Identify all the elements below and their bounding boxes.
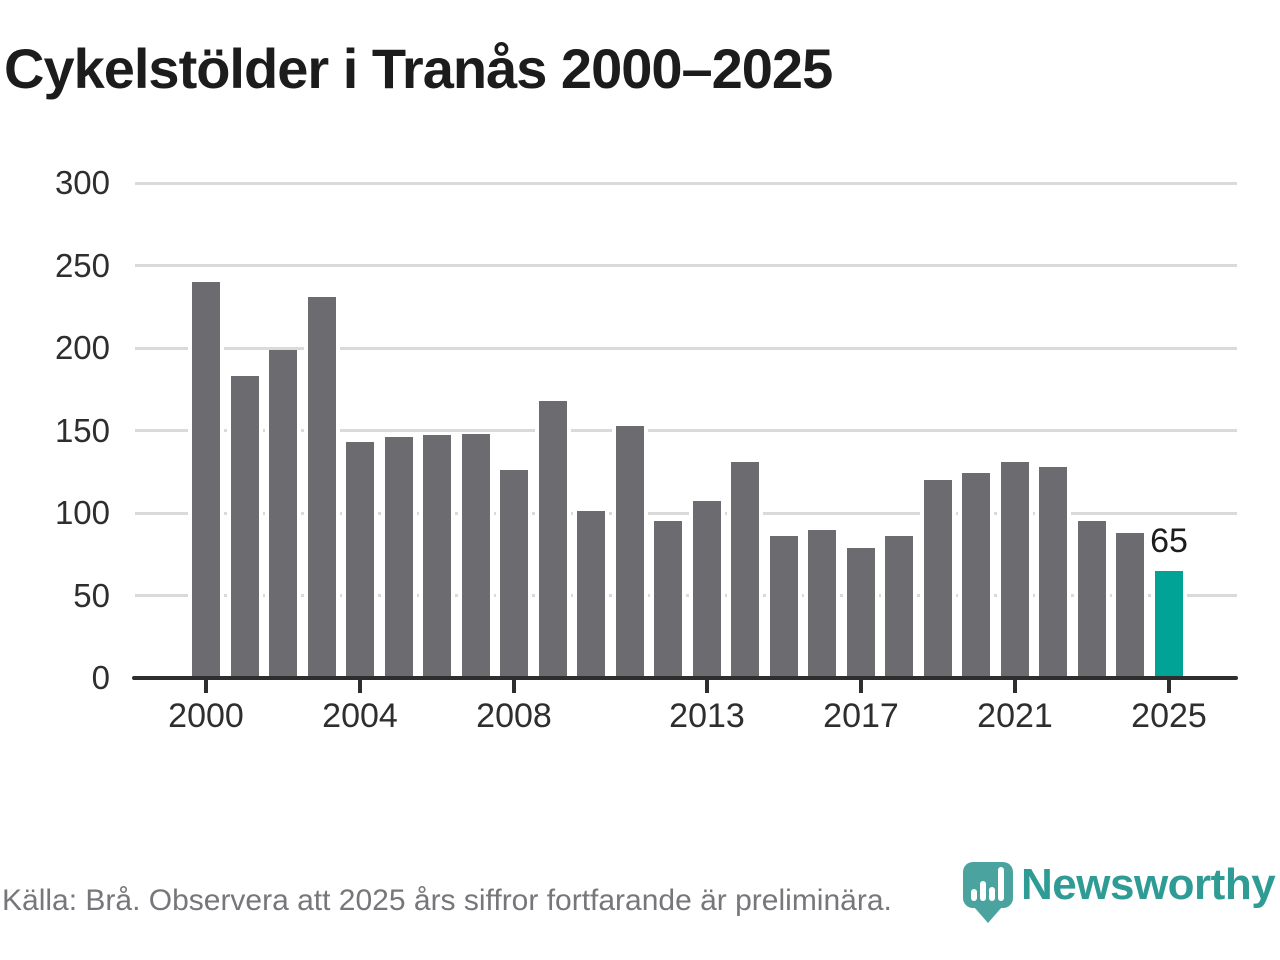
newsworthy-logo-text: Newsworthy (1021, 860, 1276, 909)
x-axis-tick-2017 (859, 680, 863, 693)
bar-2007 (461, 433, 490, 678)
x-axis-tick-2000 (204, 680, 208, 693)
logo-pin-tail (974, 907, 1002, 923)
bar-2014 (731, 461, 760, 678)
bar-2008 (500, 470, 529, 678)
logo-chart-glyph (989, 887, 995, 901)
x-axis-tick-2025 (1167, 680, 1171, 693)
gridline-300 (135, 181, 1237, 185)
bar-2015 (769, 536, 798, 678)
x-axis-label-2013: 2013 (669, 697, 745, 735)
bar-2003 (307, 296, 336, 678)
bar-2022 (1039, 466, 1068, 678)
bar-2000 (192, 282, 220, 678)
x-axis-tick-2013 (705, 680, 709, 693)
bar-2017 (846, 547, 875, 678)
bar-2024 (1116, 532, 1145, 678)
x-axis-label-2008: 2008 (476, 697, 552, 735)
x-axis-label-2017: 2017 (823, 697, 899, 735)
logo-chart-glyph (980, 881, 986, 901)
newsworthy-logo-icon (963, 862, 1013, 923)
x-axis-line (132, 676, 1238, 680)
bar-2006 (423, 435, 452, 678)
source-note: Källa: Brå. Observera att 2025 års siffr… (2, 884, 892, 917)
x-axis-label-2021: 2021 (977, 697, 1053, 735)
bar-2002 (269, 349, 298, 678)
gridline-50 (135, 594, 1237, 597)
bar-2021 (1000, 461, 1029, 678)
bar-2019 (923, 480, 952, 678)
bar-2013 (692, 501, 721, 678)
bar-2023 (1077, 521, 1106, 678)
bar-2001 (230, 376, 259, 678)
gridline-100 (135, 511, 1237, 515)
x-axis-label-2000: 2000 (168, 697, 244, 735)
bar-2004 (346, 442, 375, 678)
x-axis-tick-2021 (1013, 680, 1017, 693)
x-axis-tick-2004 (358, 680, 362, 693)
logo-chart-glyph (971, 889, 977, 901)
y-axis-label-0: 0 (91, 659, 110, 696)
gridline-200 (135, 346, 1237, 350)
bar-2005 (384, 437, 413, 678)
newsworthy-logo: Newsworthy (963, 860, 1276, 923)
y-axis-label-300: 300 (54, 164, 110, 201)
bar-2010 (577, 511, 606, 678)
y-axis-label-250: 250 (54, 246, 110, 284)
bars-container (192, 183, 1183, 678)
chart-title: Cykelstölder i Tranås 2000–2025 (4, 37, 833, 100)
bar-2025 (1154, 570, 1183, 678)
bar-2009 (538, 400, 567, 678)
y-axis-label-200: 200 (54, 329, 110, 366)
y-axis-label-100: 100 (54, 494, 110, 531)
bar-2018 (885, 536, 914, 678)
bar-2011 (615, 425, 644, 678)
bar-2012 (654, 521, 683, 678)
gridline-150 (135, 429, 1237, 432)
gridline-250 (135, 264, 1237, 267)
bar-2020 (962, 473, 991, 678)
plot-area: 0 50 100 150 200 250 300 2000 2004 2008 2013 2017 20… (55, 164, 1238, 735)
x-axis-tick-2008 (512, 680, 516, 693)
bar-2016 (808, 529, 837, 678)
y-axis-label-150: 150 (54, 411, 110, 449)
logo-chart-glyph (998, 867, 1004, 901)
x-axis-label-2004: 2004 (322, 697, 398, 735)
x-axis-label-2025: 2025 (1131, 697, 1207, 735)
highlight-value-label: 65 (1150, 521, 1188, 560)
y-axis-label-50: 50 (73, 576, 110, 614)
